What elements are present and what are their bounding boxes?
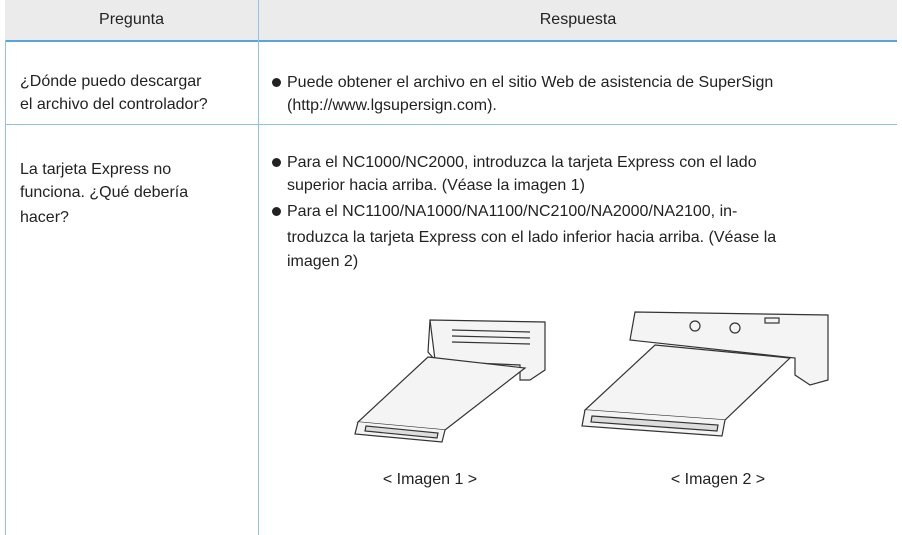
header-text: Pregunta	[99, 11, 164, 28]
figure-caption: < Imagen 1 >	[382, 471, 478, 488]
question-line: ¿Dónde puedo descargar	[20, 73, 202, 90]
question-line: el archivo del controlador?	[20, 96, 208, 113]
card-image-2	[581, 311, 829, 437]
answer-line: Para el NC1100/NA1000/NA1100/NC2100/NA20…	[287, 203, 738, 220]
header-text: Respuesta	[539, 11, 617, 28]
header-cell	[5, 0, 258, 40]
row-divider	[5, 124, 897, 125]
header-rule	[5, 40, 897, 42]
card-illustrations	[354, 311, 829, 443]
table-edge	[5, 40, 6, 535]
bullet	[272, 158, 281, 167]
question-line: hacer?	[20, 209, 69, 226]
column-divider	[258, 0, 259, 535]
answer-line: Para el NC1000/NC2000, introduzca la tar…	[287, 154, 757, 171]
header-cell	[259, 0, 897, 40]
card-image-1	[354, 319, 546, 443]
figure-caption: < Imagen 2 >	[670, 471, 766, 488]
answer-line: Puede obtener el archivo en el sitio Web…	[287, 74, 774, 91]
answer-line: (http://www.lgsupersign.com).	[287, 97, 497, 114]
bullet	[272, 78, 281, 87]
answer-line: superior hacia arriba. (Véase la imagen …	[287, 177, 585, 194]
answer-line: imagen 2)	[287, 253, 359, 270]
answer-line: troduzca la tarjeta Express con el lado …	[287, 229, 777, 246]
bullet	[272, 207, 281, 216]
question-line: La tarjeta Express no	[20, 161, 172, 178]
question-line: funciona. ¿Qué debería	[20, 184, 189, 201]
